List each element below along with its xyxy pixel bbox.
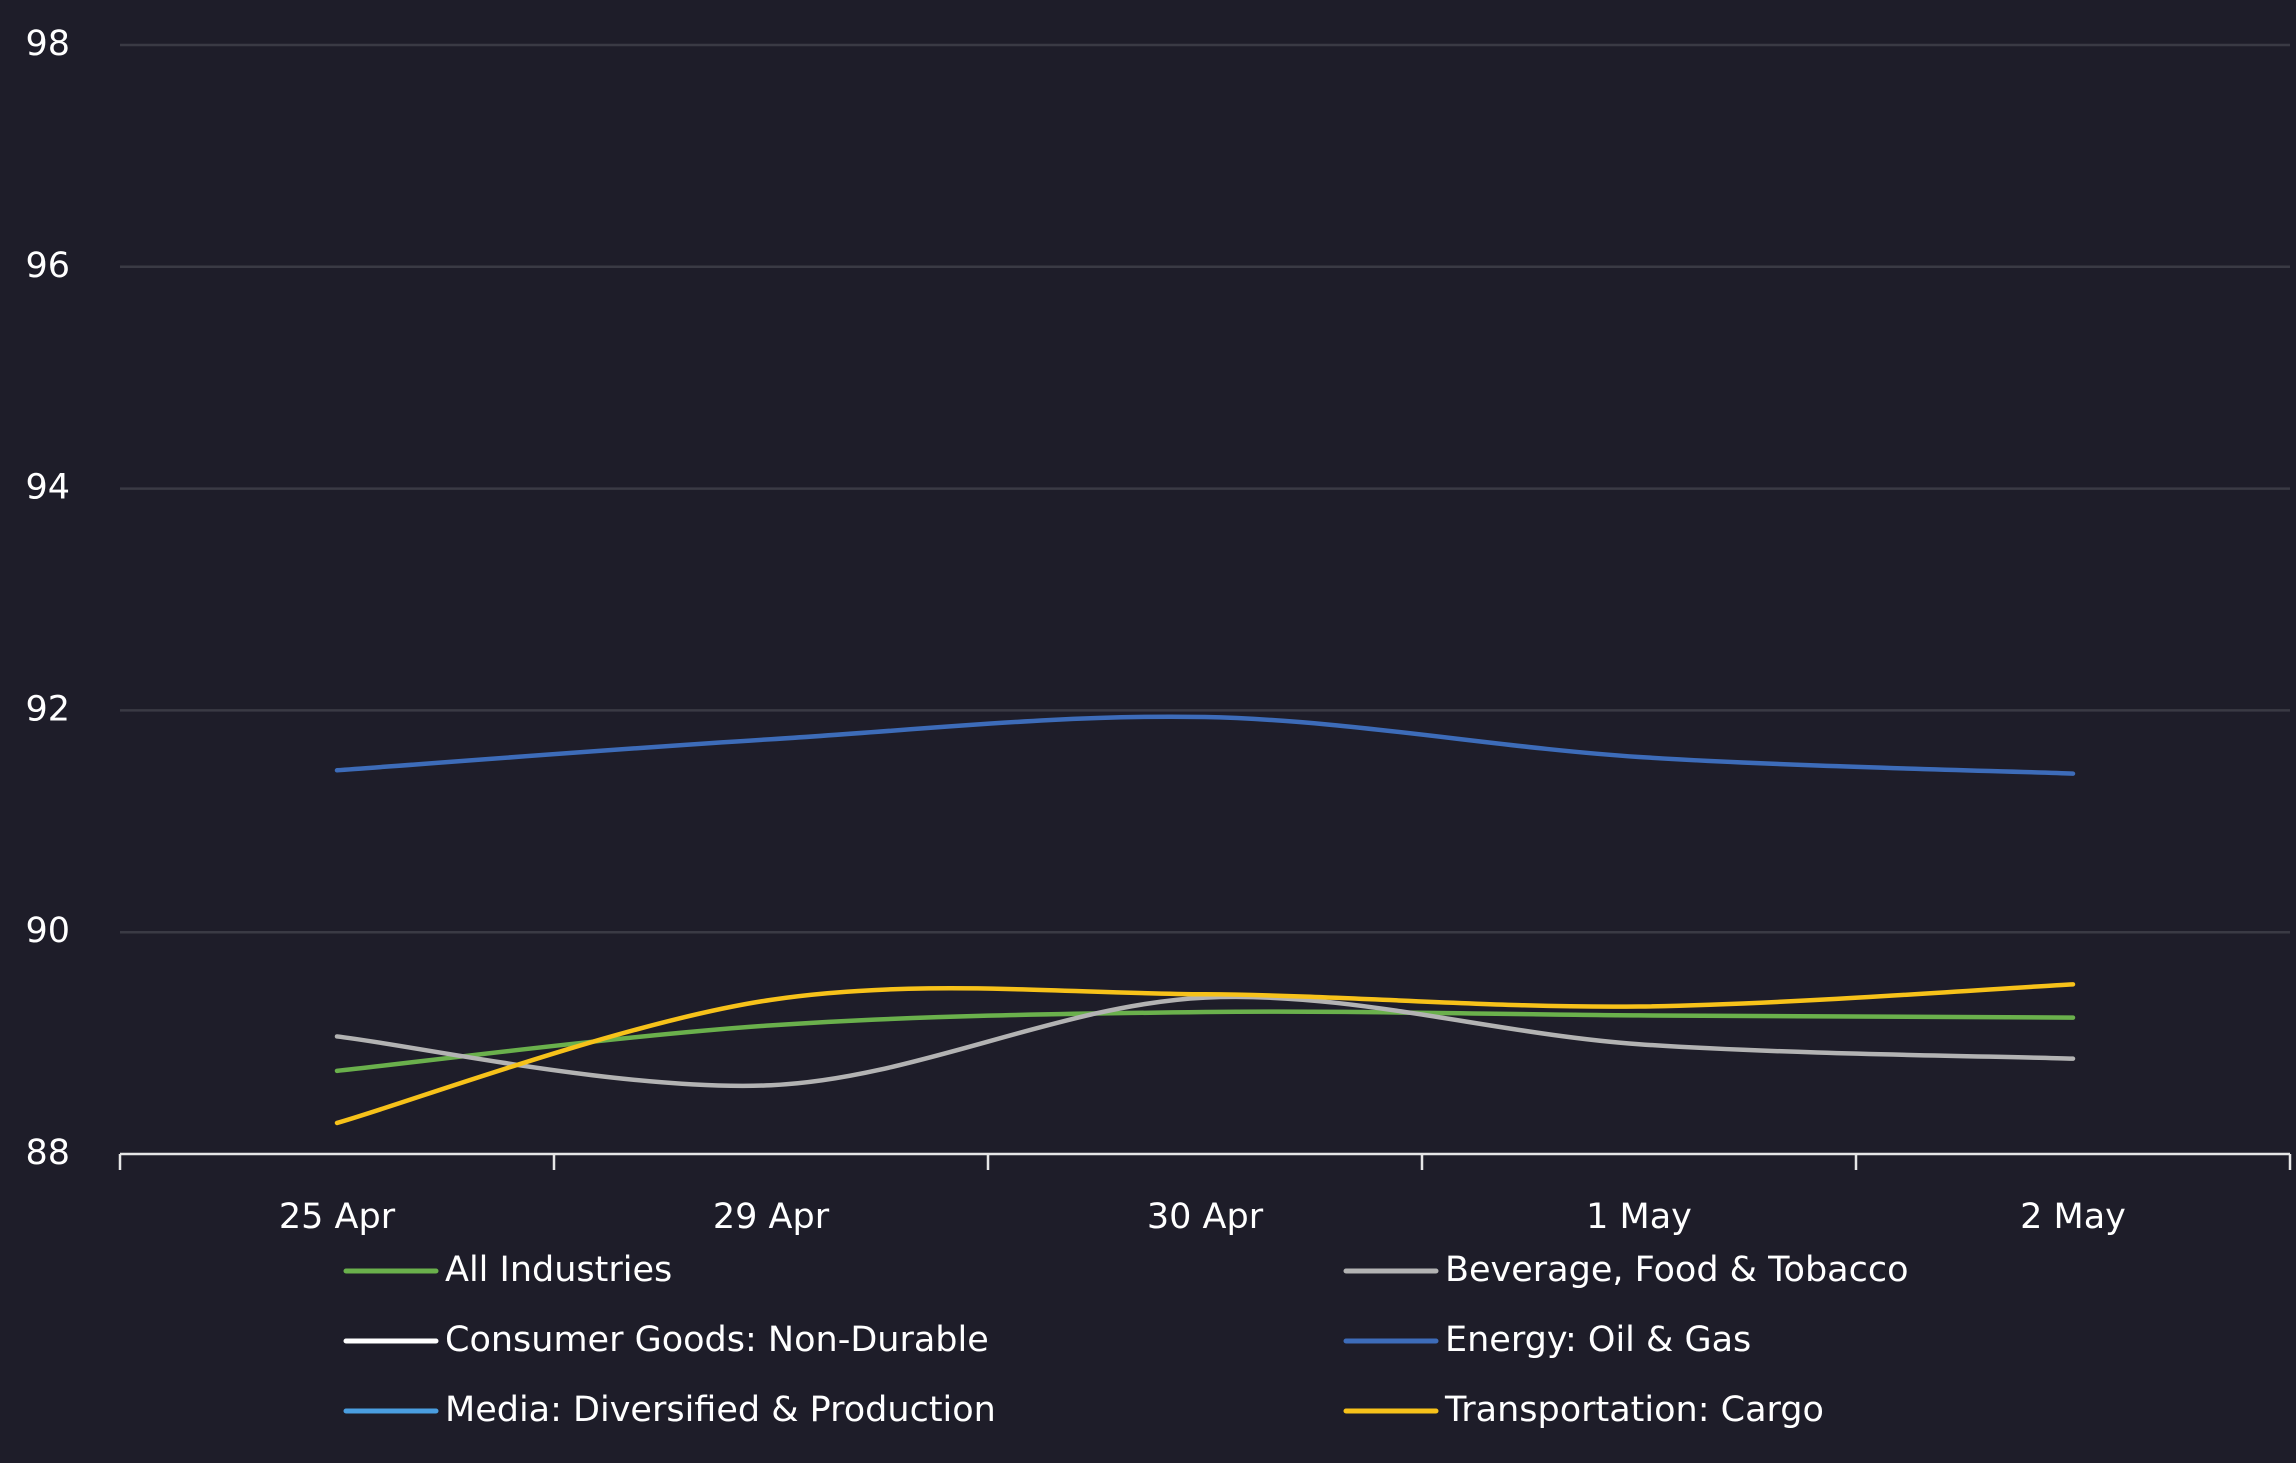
y-tick-label: 88 xyxy=(25,1133,70,1173)
y-tick-label: 92 xyxy=(25,689,70,729)
legend-label: Consumer Goods: Non-Durable xyxy=(445,1320,989,1360)
legend-label: All Industries xyxy=(445,1250,672,1290)
series-line xyxy=(334,714,2076,776)
x-tick-label: 2 May xyxy=(2020,1197,2126,1237)
y-tick-label: 94 xyxy=(25,468,70,508)
legend-label: Media: Diversified & Production xyxy=(445,1390,996,1430)
legend-label: Beverage, Food & Tobacco xyxy=(1445,1250,1909,1290)
y-tick-label: 98 xyxy=(25,24,70,64)
y-tick-label: 90 xyxy=(25,911,70,951)
y-tick-label: 96 xyxy=(25,246,70,286)
series-line xyxy=(334,994,2076,1089)
legend-label: Energy: Oil & Gas xyxy=(1445,1320,1751,1360)
x-tick-label: 25 Apr xyxy=(279,1197,396,1237)
x-tick-label: 30 Apr xyxy=(1147,1197,1264,1237)
x-tick-label: 29 Apr xyxy=(713,1197,830,1237)
series-line xyxy=(334,1009,2076,1074)
x-tick-label: 1 May xyxy=(1586,1197,1692,1237)
legend-label: Transportation: Cargo xyxy=(1444,1390,1824,1430)
series-line xyxy=(334,982,2076,1126)
